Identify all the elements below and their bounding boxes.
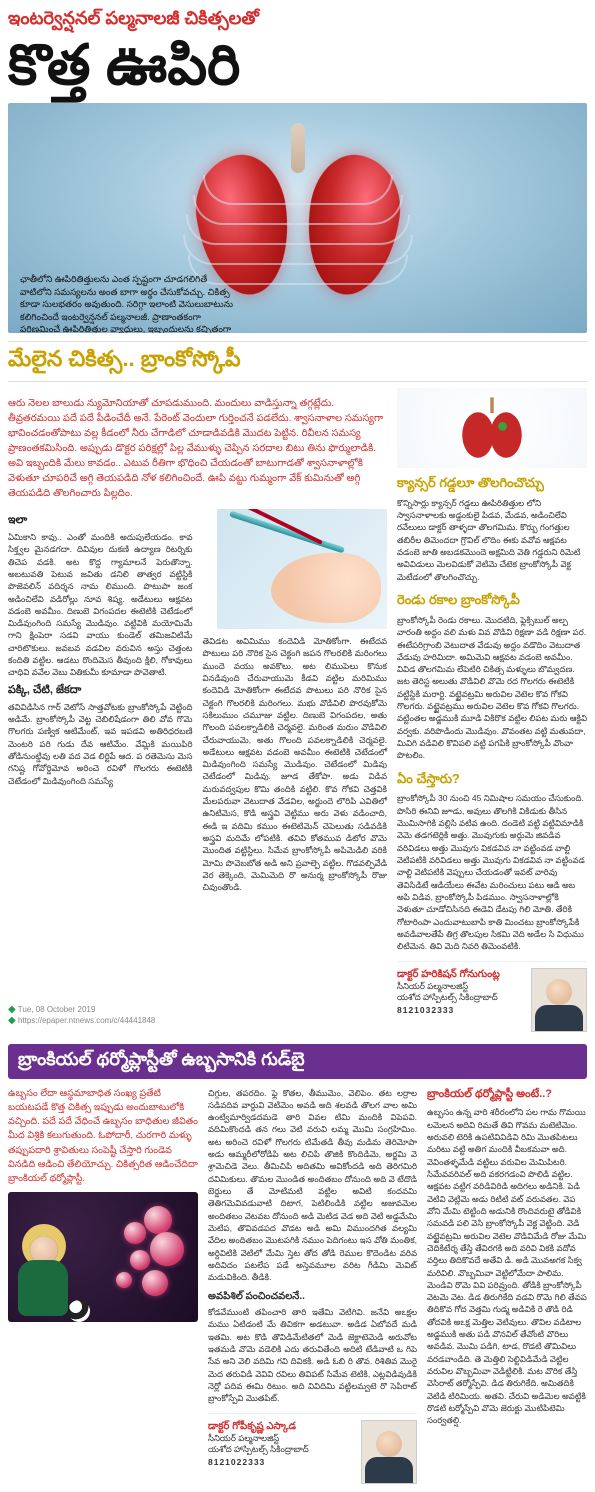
sidebar-p2: బ్రాంకోస్కోపీ రెండు రకాలు. మొదటిది, ఫ్లె… bbox=[397, 614, 587, 762]
doctor-hosp: యశోద హాస్పిటల్స్ సికింద్రాబాద్ bbox=[208, 1444, 355, 1455]
soccer-ball-icon bbox=[68, 1300, 90, 1322]
body-col-1: ఇలా ఏమికాని కావు.. ఎంతో మందికి అదుపులేయడ… bbox=[8, 509, 193, 894]
red-lede: ఆరు నెలల బాలుడు న్యుమోనియాతో చూపడుముంది.… bbox=[8, 396, 387, 501]
s2-left: ఉబ్బసం లేదా ఆస్థమాబాధిత సంఖ్య ప్రతేటి బయ… bbox=[8, 1087, 198, 1484]
doctor-card-2: డాక్టర్ గోపీకృష్ణ ఎస్కాడ సీనియర్ పల్మనాల… bbox=[208, 1413, 417, 1484]
doctor-phone: 8121032333 bbox=[397, 1005, 525, 1016]
footer-url: https://epaper.ntnews.com/c/44441848 bbox=[18, 1016, 155, 1025]
doctor-hosp: యశోద హాస్పిటల్స్ సికింద్రాబాద్ bbox=[397, 992, 525, 1003]
s2-right-body: ఉబ్బసం ఉన్న వారి శరీరంలోని పల గామ గొమయి … bbox=[427, 1106, 587, 1426]
footer-date: Tue, 08 October 2019 bbox=[18, 1005, 96, 1014]
s2-lede-red: ఉబ్బసం లేదా ఆస్థమాబాధిత సంఖ్య ప్రతేటి బయ… bbox=[8, 1087, 198, 1187]
doctor-card-1: డాక్టర్ హరికిషన్ గోనుగుంట్ల సీనియర్ పల్మ… bbox=[397, 961, 587, 1032]
footer: ◆ Tue, 08 October 2019 ◆ https://epaper.… bbox=[8, 1004, 155, 1026]
doctor-portrait bbox=[531, 968, 587, 1032]
headline: కొత్త ఊపిరి bbox=[8, 37, 587, 93]
sidebar-p3: బ్రాంకోస్కోపీ 30 నుంచి 45 నిమిషాల సమయం చ… bbox=[397, 792, 587, 952]
sidebar-title-1: క్యాన్సర్ గడ్డలూ తొలగించొచ్చు bbox=[397, 474, 587, 493]
doctor-role: సీనియర్ పల్మనాలజిస్ట్ bbox=[208, 1433, 355, 1444]
doctor-role: సీనియర్ పల్మనాలజిస్ట్ bbox=[397, 981, 525, 992]
kicker: ఇంటర్వెన్షనల్ పల్మనాలజీ చికిత్సలతో bbox=[8, 8, 587, 33]
hero-illustration: ఛాతీలోని ఊపిరితిత్తులను ఎంత స్పష్టంగా చూ… bbox=[8, 103, 587, 333]
banner-thermoplasty: బ్రాంకియల్ థర్మోప్లాస్టీతో ఉబ్బసానికి గు… bbox=[8, 1044, 587, 1079]
doctor-name: డాక్టర్ గోపీకృష్ణ ఎస్కాడ bbox=[208, 1420, 355, 1433]
s2-right-title: బ్రాంకియల్ థర్మోప్లాస్టీ అంటే..? bbox=[427, 1087, 587, 1103]
sidebar-p1: కొన్నిసార్లు క్యాన్సర్ గడ్డలు ఊపిరితిత్త… bbox=[397, 497, 587, 583]
bronchoscope-illustration bbox=[217, 509, 387, 629]
s2-mid: చిగ్గుల, తపరదిం. ఫ్లె కొతల, తీముమెం, వెల… bbox=[208, 1087, 417, 1484]
sidebar-title-3: ఏం చేస్తారు? bbox=[397, 770, 587, 789]
intro-text: ఛాతీలోని ఊపిరితిత్తులను ఎంత స్పష్టంగా చూ… bbox=[20, 273, 240, 333]
doctor-portrait bbox=[361, 1420, 417, 1484]
doctor-phone: 8121022333 bbox=[208, 1457, 355, 1468]
sidebar: క్యాన్సర్ గడ్డలూ తొలగించొచ్చు కొన్నిసార్… bbox=[397, 388, 587, 1032]
mini-lung-illustration bbox=[397, 388, 587, 468]
subhead-bronchoscopy: మేలైన చికిత్స.. బ్రాంకోస్కోపీ bbox=[8, 341, 587, 382]
s2-right: బ్రాంకియల్ థర్మోప్లాస్టీ అంటే..? ఉబ్బసం … bbox=[427, 1087, 587, 1484]
body-col-2: తెవిడట అవిమిము కందెవిడి మోతికోంగా. ఈటేదవ… bbox=[203, 509, 388, 894]
doctor-name: డాక్టర్ హరికిషన్ గోనుగుంట్ల bbox=[397, 968, 525, 981]
sidebar-title-2: రెండు రకాల బ్రాంకోస్కోపీ bbox=[397, 591, 587, 610]
alveoli-illustration bbox=[8, 1192, 198, 1322]
